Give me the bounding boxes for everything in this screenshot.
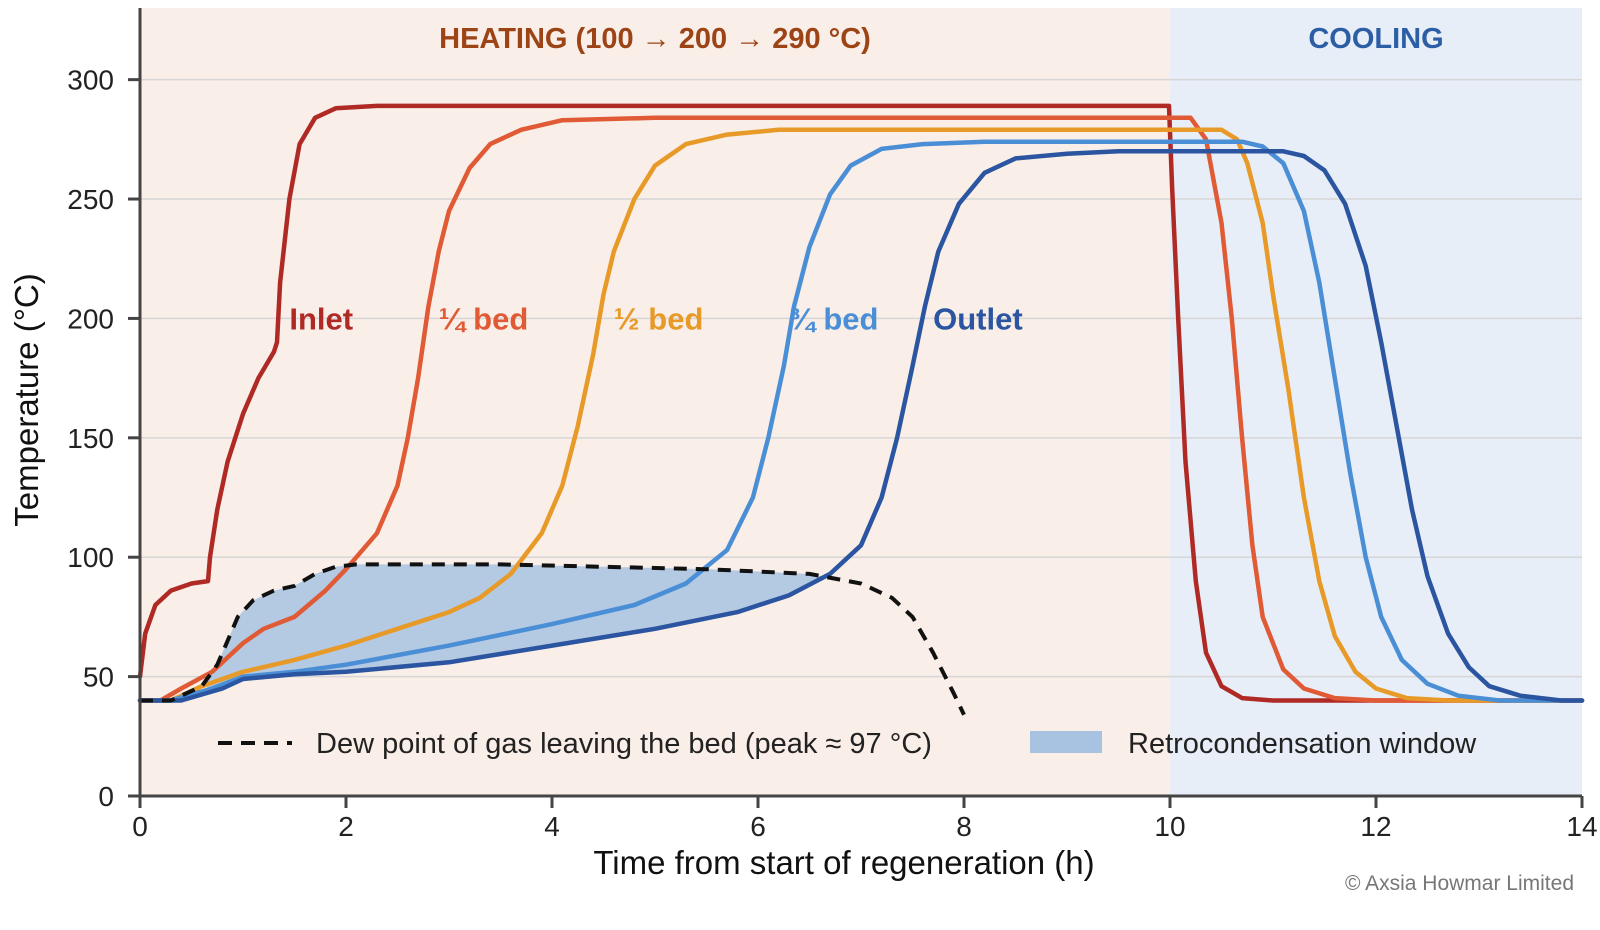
phase-label-heating: HEATING (100 → 200 → 290 °C) xyxy=(439,23,871,55)
legend: Dew point of gas leaving the bed (peak ≈… xyxy=(218,728,1477,760)
x-tick-label-2: 2 xyxy=(338,811,354,842)
series-label-bed: ¼ bed xyxy=(439,301,529,336)
series-label-bed: ½ bed xyxy=(614,301,704,336)
y-tick-label-250: 250 xyxy=(67,184,114,215)
y-tick-label-100: 100 xyxy=(67,542,114,573)
legend-window-label: Retrocondensation window xyxy=(1128,728,1477,760)
y-tick-label-150: 150 xyxy=(67,423,114,454)
x-tick-label-4: 4 xyxy=(544,811,560,842)
legend-window-swatch xyxy=(1030,731,1102,753)
y-tick-label-300: 300 xyxy=(67,65,114,96)
x-tick-label-14: 14 xyxy=(1566,811,1597,842)
copyright-notice: © Axsia Howmar Limited xyxy=(1345,872,1574,895)
series-label-bed: ¾ bed xyxy=(789,301,879,336)
y-axis-title: Temperature (°C) xyxy=(8,273,45,526)
y-tick-label-50: 50 xyxy=(83,662,114,693)
series-line-bed xyxy=(137,127,1585,703)
x-tick-label-12: 12 xyxy=(1360,811,1391,842)
axes: 0 50 100 150 200 250 300 0 2 4 6 8 10 12 14 xyxy=(67,8,1598,842)
phase-label-cooling: COOLING xyxy=(1308,23,1443,55)
series-line-outlet xyxy=(137,149,1585,703)
series-label-inlet: Inlet xyxy=(289,301,353,336)
x-tick-label-10: 10 xyxy=(1154,811,1185,842)
y-tick-label-0: 0 xyxy=(98,781,114,812)
series-line-bed xyxy=(137,139,1585,703)
y-tick-label-200: 200 xyxy=(67,303,114,334)
phase-band-heating xyxy=(140,8,1170,796)
x-tick-label-6: 6 xyxy=(750,811,766,842)
series-line-bed xyxy=(137,115,1585,703)
series-label-outlet: Outlet xyxy=(933,301,1023,336)
gridlines xyxy=(140,78,1582,678)
x-axis-title: Time from start of regeneration (h) xyxy=(593,844,1094,881)
chart-labels: HEATING (100 → 200 → 290 °C) COOLING Inlet… xyxy=(289,23,1443,336)
series-line-inlet xyxy=(137,103,1585,703)
x-tick-label-0: 0 xyxy=(132,811,148,842)
series-lines xyxy=(137,103,1585,716)
dew-point-line xyxy=(140,562,966,716)
phase-band-cooling xyxy=(1170,8,1582,796)
legend-dewpoint-label: Dew point of gas leaving the bed (peak ≈… xyxy=(316,728,932,760)
x-tick-label-8: 8 xyxy=(956,811,972,842)
